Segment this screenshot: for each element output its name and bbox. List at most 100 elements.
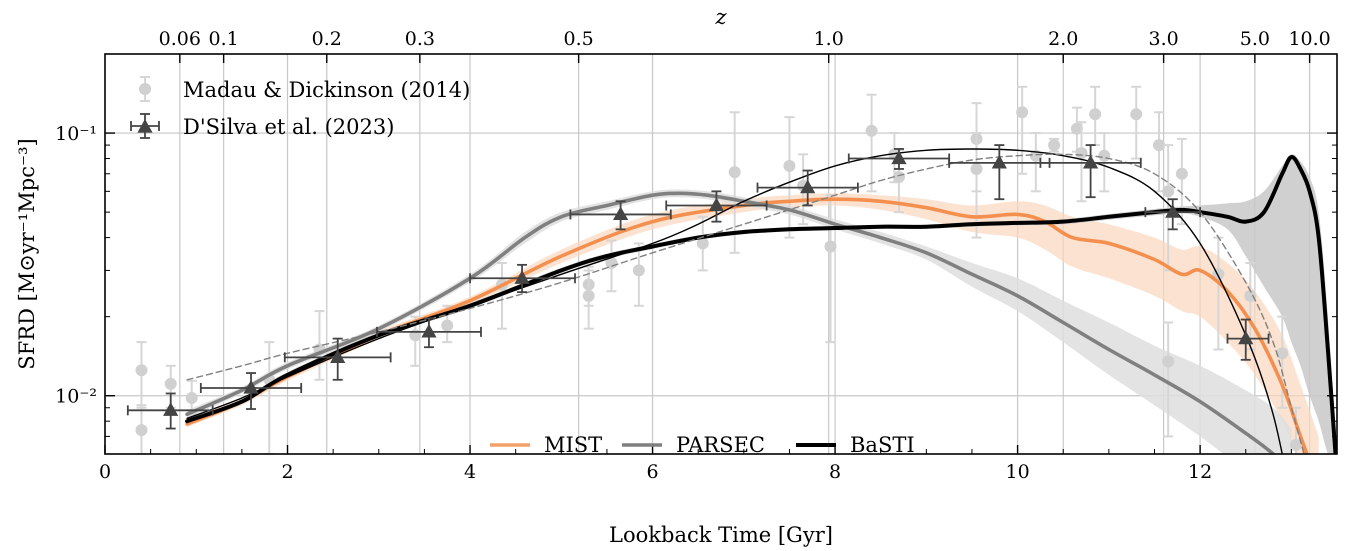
dsilva-point bbox=[199, 372, 303, 410]
md14-point bbox=[1048, 137, 1061, 153]
legend-label-mist: MIST bbox=[544, 433, 602, 457]
md14-point bbox=[1276, 315, 1289, 409]
md14-marker bbox=[1175, 167, 1188, 180]
top-axis-title: z bbox=[714, 5, 727, 29]
dsilva-points bbox=[126, 144, 1270, 430]
x-tick-label: 10 bbox=[1005, 461, 1029, 483]
x-tick-label: 8 bbox=[829, 461, 841, 483]
md14-point bbox=[441, 304, 454, 344]
dsilva-marker bbox=[330, 349, 346, 363]
x-tick-label: 4 bbox=[464, 461, 476, 483]
md14-point bbox=[1244, 262, 1257, 351]
legend-entry-basti: BaSTI bbox=[796, 433, 915, 457]
md14-point bbox=[1016, 85, 1029, 175]
legend-label-basti: BaSTI bbox=[850, 433, 915, 457]
md14-marker bbox=[164, 377, 177, 390]
md14-marker bbox=[1070, 122, 1083, 135]
dsilva-marker bbox=[243, 380, 259, 394]
dsilva-point bbox=[126, 392, 214, 430]
md14-point bbox=[632, 242, 645, 307]
md14-marker bbox=[135, 424, 148, 437]
dsilva-point bbox=[847, 148, 951, 170]
md14-marker bbox=[185, 392, 198, 405]
md14-marker bbox=[696, 237, 709, 250]
md14-marker bbox=[1130, 108, 1143, 121]
x-tick-label: 12 bbox=[1188, 461, 1212, 483]
md14-point bbox=[1162, 321, 1175, 438]
dsilva-point bbox=[469, 263, 576, 294]
md14-point bbox=[783, 116, 796, 239]
md14-marker bbox=[1089, 108, 1102, 121]
md14-point bbox=[1070, 106, 1083, 153]
md14-marker bbox=[1048, 139, 1061, 152]
md14-marker bbox=[582, 289, 595, 302]
md14-marker bbox=[605, 257, 618, 270]
dsilva-marker bbox=[1083, 154, 1099, 169]
dsilva-marker bbox=[613, 206, 629, 221]
top-tick-label: 0.2 bbox=[312, 28, 342, 50]
line-fit-solid bbox=[186, 148, 1283, 454]
dsilva-point bbox=[1144, 198, 1202, 231]
md14-marker bbox=[441, 319, 454, 332]
plot-frame bbox=[104, 53, 1338, 455]
dsilva-marker bbox=[991, 154, 1007, 169]
legend-models: MIST PARSEC BaSTI bbox=[490, 433, 915, 457]
y-tick-label: 10⁻¹ bbox=[55, 123, 97, 145]
dsilva-marker bbox=[800, 179, 816, 194]
md14-point bbox=[135, 341, 148, 409]
top-tick-label: 0.1 bbox=[209, 28, 239, 50]
legend-entry-md14: Madau & Dickinson (2014) bbox=[139, 76, 470, 102]
dsilva-marker bbox=[421, 323, 437, 338]
x-tick-label: 6 bbox=[647, 461, 659, 483]
top-tick-label: 3.0 bbox=[1148, 28, 1178, 50]
legend-entry-dsilva: D'Silva et al. (2023) bbox=[130, 113, 394, 139]
dsilva-point bbox=[948, 144, 1051, 201]
md14-point bbox=[970, 132, 983, 239]
md14-marker bbox=[1162, 185, 1175, 198]
md14-point bbox=[582, 269, 595, 330]
top-tick-label: 10.0 bbox=[1288, 28, 1330, 50]
axis-ticks: 0 2 4 6 8 10 12 0.06 0.1 0.2 0.3 0.5 1.0 2.0 3.0 5.0 10.… bbox=[55, 28, 1337, 483]
md14-point bbox=[1130, 85, 1143, 160]
legend-dsilva-label: D'Silva et al. (2023) bbox=[183, 115, 394, 139]
dsilva-point bbox=[1039, 144, 1142, 199]
dsilva-point bbox=[376, 317, 482, 349]
md14-marker bbox=[970, 162, 983, 175]
dsilva-marker bbox=[514, 270, 530, 284]
dsilva-marker bbox=[891, 150, 907, 165]
md14-marker bbox=[1075, 146, 1088, 159]
dsilva-point bbox=[1226, 318, 1270, 361]
legend-entry-mist: MIST bbox=[490, 433, 602, 457]
md14-marker bbox=[1016, 106, 1029, 119]
legend-label-parsec: PARSEC bbox=[676, 433, 765, 457]
md14-point bbox=[1162, 144, 1175, 272]
legend-observations: Madau & Dickinson (2014) D'Silva et al. (… bbox=[130, 76, 470, 139]
dsilva-point bbox=[665, 190, 768, 223]
dsilva-point bbox=[569, 200, 672, 231]
legend-md14-label: Madau & Dickinson (2014) bbox=[183, 78, 470, 102]
md14-point bbox=[865, 93, 878, 193]
md14-marker bbox=[135, 364, 148, 377]
md14-marker bbox=[1289, 438, 1302, 451]
md14-point bbox=[1089, 85, 1102, 147]
dsilva-marker bbox=[163, 402, 179, 416]
legend-md14-marker bbox=[139, 83, 151, 95]
y-axis-title: SFRD [M⊙yr⁻¹Mpc⁻³] bbox=[15, 138, 39, 369]
md14-marker bbox=[728, 166, 741, 179]
line-parsec bbox=[185, 191, 1276, 454]
top-tick-label: 2.0 bbox=[1048, 28, 1078, 50]
md14-marker bbox=[783, 159, 796, 172]
md14-marker bbox=[1162, 355, 1175, 368]
top-tick-label: 1.0 bbox=[814, 28, 844, 50]
top-tick-label: 0.06 bbox=[159, 28, 201, 50]
md14-marker bbox=[824, 240, 837, 253]
md14-marker bbox=[632, 264, 645, 277]
md14-point bbox=[135, 404, 148, 454]
dsilva-point bbox=[283, 337, 392, 381]
legend-entry-parsec: PARSEC bbox=[622, 433, 765, 457]
md14-point bbox=[1075, 121, 1088, 203]
md14-point bbox=[728, 111, 741, 254]
x-tick-label: 2 bbox=[281, 461, 293, 483]
top-tick-label: 5.0 bbox=[1240, 28, 1270, 50]
